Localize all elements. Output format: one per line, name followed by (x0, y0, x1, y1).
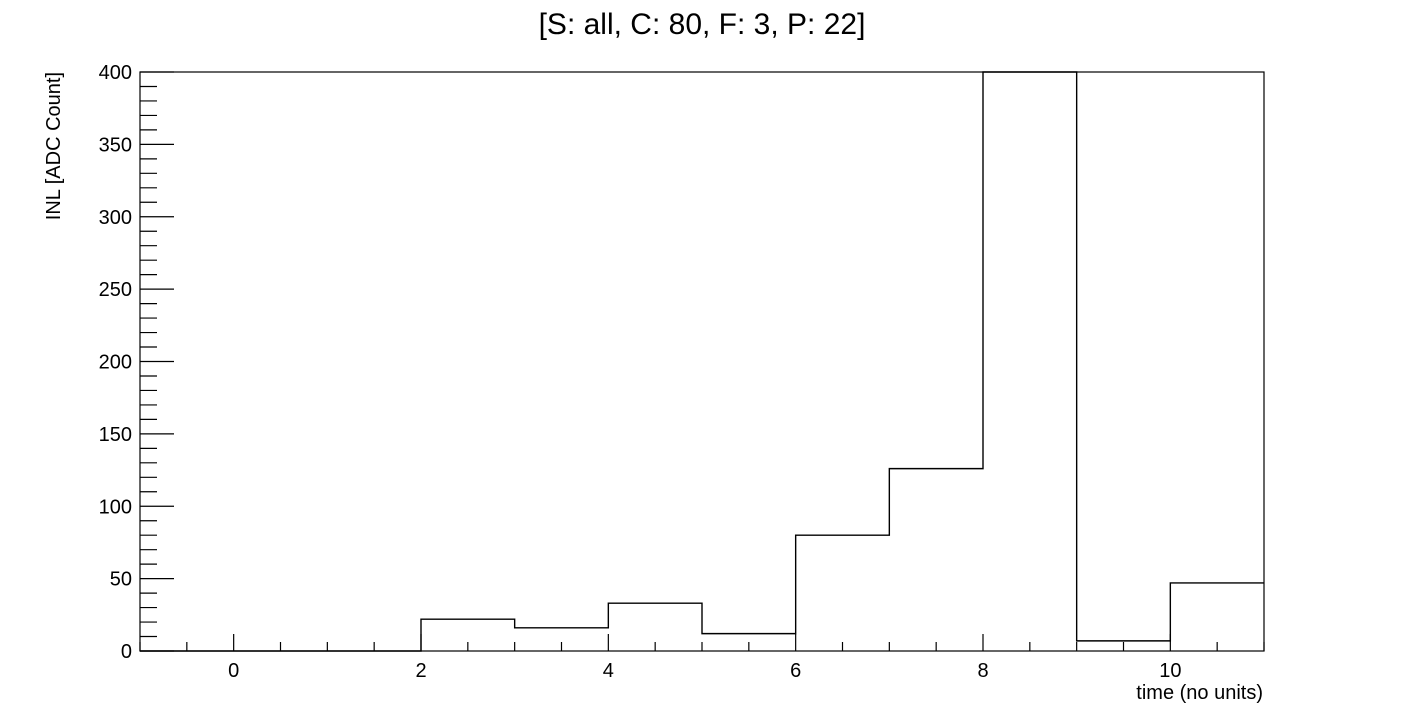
histogram-series-line (140, 71, 1264, 652)
y-tick-label: 300 (99, 207, 132, 229)
y-tick-label: 100 (99, 496, 132, 518)
x-tick-label: 4 (603, 660, 614, 682)
x-tick-label: 2 (415, 660, 426, 682)
x-tick-label: 0 (228, 660, 239, 682)
x-tick-label: 10 (1159, 660, 1181, 682)
y-tick-label: 50 (110, 569, 132, 591)
y-tick-label: 400 (99, 62, 132, 84)
chart-title: [S: all, C: 80, F: 3, P: 22] (539, 8, 866, 41)
x-axis-label: time (no units) (1136, 682, 1263, 704)
y-tick-label: 350 (99, 134, 132, 156)
y-axis: 0 50 100 150 200 250 300 350 400 (99, 62, 174, 663)
y-tick-label: 200 (99, 352, 132, 374)
y-tick-label: 150 (99, 424, 132, 446)
plot-frame (139, 71, 1265, 652)
x-tick-label: 8 (977, 660, 988, 682)
y-axis-label: INL [ADC Count] (43, 72, 65, 220)
x-tick-label: 6 (790, 660, 801, 682)
x-axis: 0 2 4 6 8 10 (139, 634, 1265, 682)
y-tick-label: 250 (99, 279, 132, 301)
y-tick-label: 0 (121, 641, 132, 663)
